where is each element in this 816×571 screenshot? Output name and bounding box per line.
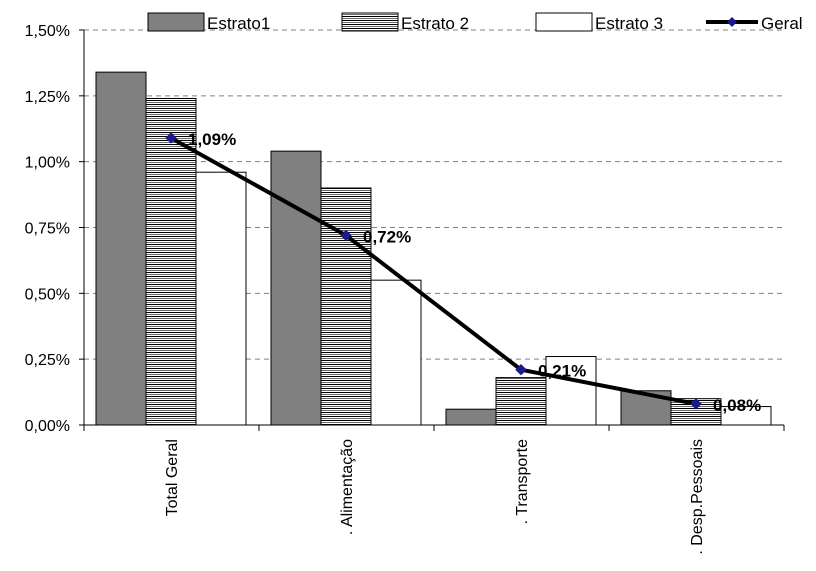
- geral-point: [690, 398, 702, 410]
- category-label: . Desp.Pessoais: [689, 439, 706, 555]
- geral-point: [515, 363, 527, 376]
- legend-label: Estrato 3: [595, 14, 663, 33]
- bar-estrato3-1: [195, 171, 247, 426]
- category-label: . Alimentação: [339, 439, 356, 535]
- category-label: . Transporte: [514, 439, 531, 524]
- data-labels: 1,09% 0,72% 0,21% 0,08%: [188, 130, 761, 415]
- y-tick-label: 0,50%: [25, 286, 70, 303]
- legend-swatch: [341, 12, 399, 32]
- bars: [95, 71, 772, 426]
- bar-estrato1-2: [270, 150, 322, 426]
- bar-estrato3-2: [370, 279, 422, 426]
- bar-estrato2-1: [145, 97, 197, 426]
- legend-marker: [727, 17, 737, 27]
- bar-estrato1-3: [445, 408, 497, 426]
- bar-estrato2-3: [495, 377, 547, 426]
- legend-label: Estrato 2: [401, 14, 469, 33]
- geral-point: [340, 229, 352, 242]
- geral-series-line: [170, 136, 697, 406]
- y-tick-label: 1,50%: [25, 23, 70, 40]
- axes: 0,00% 0,25% 0,50% 0,75% 1,00% 1,25% 1,50% Total…: [25, 23, 785, 555]
- data-label: 0,72%: [363, 227, 411, 246]
- y-tick-label: 0,00%: [25, 418, 70, 435]
- legend-label: Geral: [761, 14, 803, 33]
- y-tick-label: 1,00%: [25, 155, 70, 172]
- geral-line: [165, 132, 702, 410]
- y-tick-label: 0,25%: [25, 352, 70, 369]
- y-tick-label: 0,75%: [25, 221, 70, 238]
- category-label: Total Geral: [164, 439, 181, 516]
- bar-estrato1-1: [95, 71, 147, 426]
- legend-swatch: [535, 12, 593, 32]
- data-label: 0,08%: [713, 396, 761, 415]
- data-label: 1,09%: [188, 130, 236, 149]
- legend-swatch: [147, 12, 205, 32]
- y-tick-label: 1,25%: [25, 89, 70, 106]
- legend: Estrato1 Estrato 2 Estrato 3 Geral: [147, 12, 803, 33]
- geral-point: [165, 132, 177, 144]
- data-label: 0,21%: [538, 362, 586, 381]
- legend-label: Estrato1: [207, 14, 270, 33]
